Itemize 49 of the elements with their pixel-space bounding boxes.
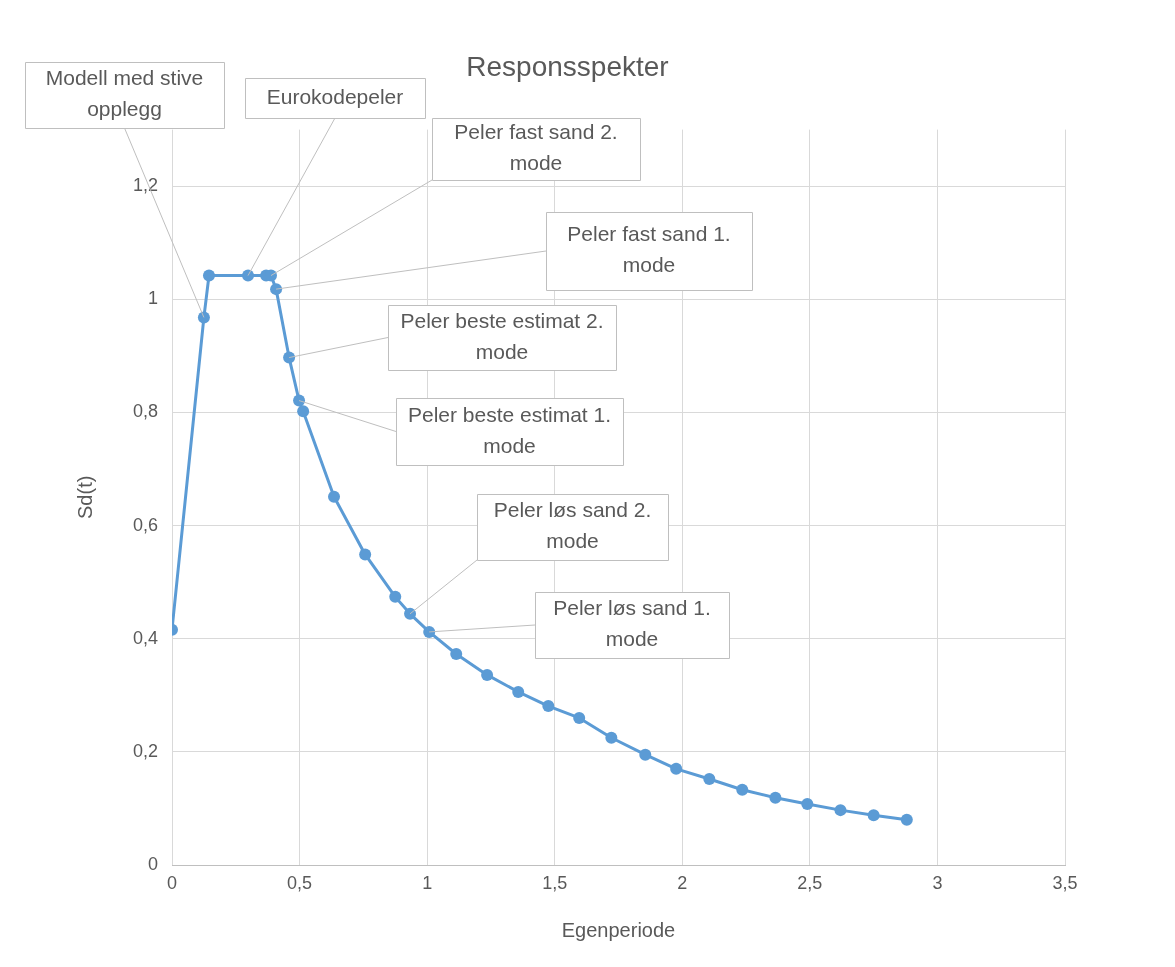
point: [542, 700, 555, 713]
point: [639, 748, 652, 761]
point: [670, 762, 683, 775]
point: [512, 685, 525, 698]
y-tick-label: 1,2: [132, 175, 158, 196]
x-tick-label: 1: [422, 872, 433, 893]
x-tick-label: 1,5: [542, 872, 568, 893]
point: [203, 269, 215, 282]
y-tick-label: 0,2: [132, 740, 158, 761]
annotation: Peler fast sand 2. mode: [454, 120, 618, 175]
annotation: Peler løs sand 1. mode: [553, 596, 711, 651]
y-axis-title: Sd(t): [73, 475, 96, 519]
y-tick-label: 1: [147, 288, 158, 309]
point: [404, 607, 417, 620]
point: [297, 405, 310, 418]
annotation: Peler beste estimat 1. mode: [407, 402, 612, 457]
x-axis-title: Egenperiode: [561, 918, 676, 941]
point: [481, 668, 494, 681]
x-tick-label: 0: [166, 872, 178, 893]
y-tick-label: 0,6: [132, 514, 158, 535]
annotation: Peler fast sand 1. mode: [567, 222, 731, 277]
x-tick-label: 2: [677, 872, 688, 893]
point: [703, 773, 716, 786]
point: [573, 711, 586, 724]
chart-title: Responsspekter: [466, 50, 669, 82]
annotation: Eurokodepeler: [266, 84, 404, 108]
point: [328, 490, 341, 503]
annotation: Peler beste estimat 2. mode: [400, 308, 604, 363]
y-tick-label: 0: [147, 853, 158, 874]
x-tick-label: 0,5: [287, 872, 313, 893]
annotation: Modell med stive opplegg: [45, 66, 204, 121]
point: [834, 804, 847, 817]
x-tick-label: 3: [932, 872, 943, 893]
y-tick-label: 0,4: [132, 627, 158, 648]
point: [867, 809, 880, 822]
point: [605, 731, 618, 744]
point: [389, 590, 402, 603]
x-tick-label: 3,5: [1052, 872, 1078, 893]
point: [359, 548, 372, 561]
point: [450, 648, 463, 660]
point: [769, 791, 782, 804]
annotation: Peler løs sand 2. mode: [493, 498, 652, 553]
y-tick-label: 0,8: [132, 401, 158, 422]
point: [270, 283, 283, 296]
point: [801, 797, 814, 810]
point: [900, 813, 913, 826]
point: [423, 625, 436, 638]
point: [736, 783, 749, 796]
x-tick-label: 2,5: [797, 872, 823, 893]
